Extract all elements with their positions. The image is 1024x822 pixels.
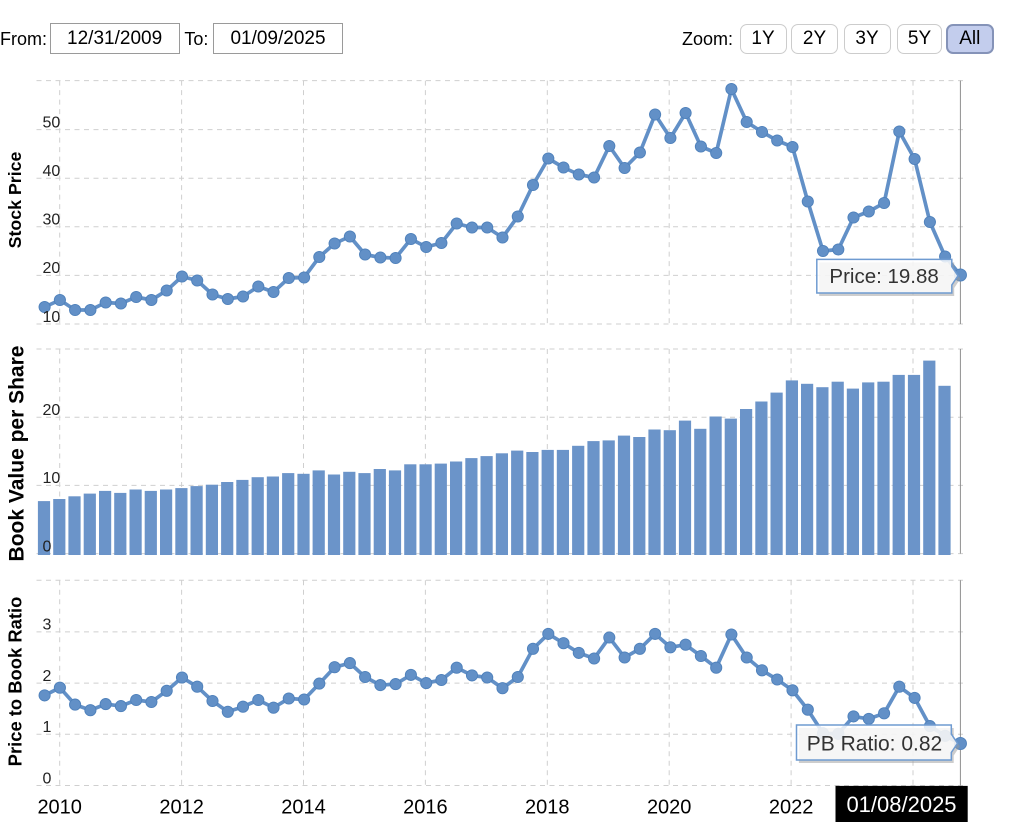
svg-text:2016: 2016 <box>403 797 448 819</box>
svg-text:PB Ratio: 0.82: PB Ratio: 0.82 <box>807 733 942 756</box>
svg-text:2020: 2020 <box>647 797 692 819</box>
svg-text:10: 10 <box>43 309 61 326</box>
svg-text:40: 40 <box>43 163 61 180</box>
svg-text:0: 0 <box>43 538 52 555</box>
svg-text:2012: 2012 <box>159 797 204 819</box>
svg-text:Price: 19.88: Price: 19.88 <box>829 265 938 288</box>
svg-text:Book Value per Share: Book Value per Share <box>6 346 29 562</box>
svg-text:Stock Price: Stock Price <box>5 151 25 248</box>
svg-text:0: 0 <box>43 770 52 787</box>
svg-text:20: 20 <box>43 402 61 419</box>
svg-text:50: 50 <box>43 114 61 131</box>
svg-text:10: 10 <box>43 470 61 487</box>
svg-text:20: 20 <box>43 260 61 277</box>
svg-text:30: 30 <box>43 212 61 229</box>
svg-text:2022: 2022 <box>769 797 814 819</box>
svg-text:2010: 2010 <box>37 797 82 819</box>
svg-text:Price to Book Ratio: Price to Book Ratio <box>5 597 26 767</box>
svg-text:01/08/2025: 01/08/2025 <box>846 792 956 817</box>
svg-text:1: 1 <box>43 719 52 736</box>
svg-text:2: 2 <box>43 668 52 685</box>
svg-text:2014: 2014 <box>281 797 326 819</box>
svg-text:3: 3 <box>43 617 52 634</box>
svg-text:2018: 2018 <box>525 797 570 819</box>
